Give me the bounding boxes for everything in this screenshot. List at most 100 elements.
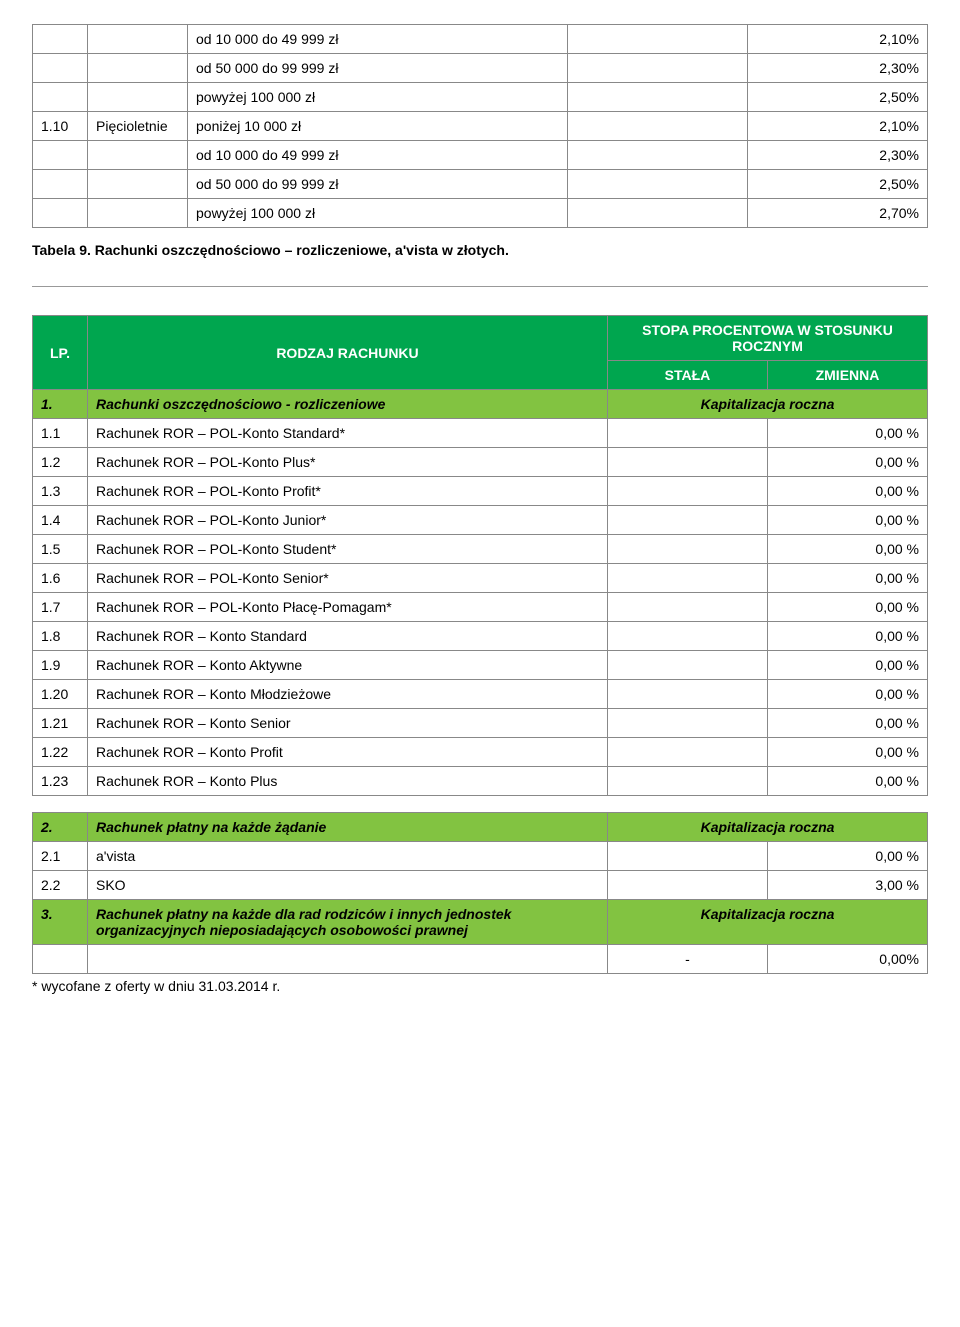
top-cell: powyżej 100 000 zł bbox=[188, 199, 568, 228]
row-label: Rachunek ROR – Konto Profit bbox=[88, 738, 608, 767]
row-value: 0,00 % bbox=[767, 535, 927, 564]
row-label: Rachunek ROR – POL-Konto Standard* bbox=[88, 419, 608, 448]
section-3-num: 3. bbox=[33, 900, 88, 945]
top-cell: od 10 000 do 49 999 zł bbox=[188, 25, 568, 54]
row-label: Rachunek ROR – POL-Konto Plus* bbox=[88, 448, 608, 477]
row-value: 0,00 % bbox=[767, 419, 927, 448]
row-value: 0,00 % bbox=[767, 506, 927, 535]
row-label: Rachunek ROR – Konto Senior bbox=[88, 709, 608, 738]
row-empty bbox=[607, 680, 767, 709]
row-label: Rachunek ROR – POL-Konto Profit* bbox=[88, 477, 608, 506]
row-empty bbox=[607, 871, 767, 900]
top-cell bbox=[568, 54, 748, 83]
empty-cell bbox=[33, 945, 88, 974]
footnote: * wycofane z oferty w dniu 31.03.2014 r. bbox=[32, 978, 928, 994]
row-num: 1.21 bbox=[33, 709, 88, 738]
row-label: Rachunek ROR – POL-Konto Senior* bbox=[88, 564, 608, 593]
row-num: 1.8 bbox=[33, 622, 88, 651]
main-table: LP. RODZAJ RACHUNKU STOPA PROCENTOWA W S… bbox=[32, 315, 928, 796]
section-2-title: Rachunek płatny na każde żądanie bbox=[88, 813, 608, 842]
row-value: 0,00 % bbox=[767, 680, 927, 709]
separator bbox=[32, 286, 928, 287]
top-cell bbox=[33, 170, 88, 199]
row-empty bbox=[607, 767, 767, 796]
section-3-val: 0,00% bbox=[767, 945, 927, 974]
top-cell bbox=[33, 54, 88, 83]
row-label: Rachunek ROR – Konto Młodzieżowe bbox=[88, 680, 608, 709]
row-num: 1.22 bbox=[33, 738, 88, 767]
row-empty bbox=[607, 593, 767, 622]
top-cell bbox=[33, 199, 88, 228]
row-value: 0,00 % bbox=[767, 564, 927, 593]
top-cell bbox=[88, 199, 188, 228]
row-num: 1.5 bbox=[33, 535, 88, 564]
top-cell: powyżej 100 000 zł bbox=[188, 83, 568, 112]
section-2-num: 2. bbox=[33, 813, 88, 842]
top-cell: 2,10% bbox=[748, 25, 928, 54]
row-label: Rachunek ROR – POL-Konto Student* bbox=[88, 535, 608, 564]
top-cell: 2,50% bbox=[748, 170, 928, 199]
top-cell: od 50 000 do 99 999 zł bbox=[188, 170, 568, 199]
section-2-table: 2. Rachunek płatny na każde żądanie Kapi… bbox=[32, 812, 928, 974]
section-3-title: Rachunek płatny na każde dla rad rodzicó… bbox=[88, 900, 608, 945]
row-label: a'vista bbox=[88, 842, 608, 871]
row-num: 1.9 bbox=[33, 651, 88, 680]
top-cell bbox=[568, 141, 748, 170]
section-2-sub: Kapitalizacja roczna bbox=[607, 813, 927, 842]
row-label: Rachunek ROR – Konto Standard bbox=[88, 622, 608, 651]
row-empty bbox=[607, 477, 767, 506]
row-empty bbox=[607, 842, 767, 871]
top-cell bbox=[568, 170, 748, 199]
top-cell bbox=[88, 141, 188, 170]
row-value: 0,00 % bbox=[767, 622, 927, 651]
top-table: od 10 000 do 49 999 zł 2,10% od 50 000 do … bbox=[32, 24, 928, 228]
row-value: 0,00 % bbox=[767, 842, 927, 871]
top-cell: 2,30% bbox=[748, 141, 928, 170]
header-zmienna: ZMIENNA bbox=[767, 361, 927, 390]
top-cell bbox=[88, 25, 188, 54]
row-empty bbox=[607, 419, 767, 448]
row-num: 1.4 bbox=[33, 506, 88, 535]
row-num: 2.1 bbox=[33, 842, 88, 871]
header-stopa: STOPA PROCENTOWA W STOSUNKU ROCZNYM bbox=[607, 316, 927, 361]
top-cell bbox=[33, 25, 88, 54]
row-label: Rachunek ROR – Konto Aktywne bbox=[88, 651, 608, 680]
top-cell bbox=[88, 54, 188, 83]
row-num: 2.2 bbox=[33, 871, 88, 900]
top-cell bbox=[568, 83, 748, 112]
top-cell: 2,70% bbox=[748, 199, 928, 228]
row-num: 1.1 bbox=[33, 419, 88, 448]
row-empty bbox=[607, 738, 767, 767]
header-stala: STAŁA bbox=[607, 361, 767, 390]
row-num: 1.6 bbox=[33, 564, 88, 593]
row-num: 1.20 bbox=[33, 680, 88, 709]
row-value: 0,00 % bbox=[767, 477, 927, 506]
table-9-caption: Tabela 9. Rachunki oszczędnościowo – roz… bbox=[32, 242, 928, 258]
section-3-sub: Kapitalizacja roczna bbox=[607, 900, 927, 945]
row-empty bbox=[607, 535, 767, 564]
top-cell: 2,10% bbox=[748, 112, 928, 141]
top-cell bbox=[33, 83, 88, 112]
row-value: 0,00 % bbox=[767, 738, 927, 767]
row-label: Rachunek ROR – POL-Konto Płacę-Pomagam* bbox=[88, 593, 608, 622]
row-num: 1.7 bbox=[33, 593, 88, 622]
section-1-sub: Kapitalizacja roczna bbox=[607, 390, 927, 419]
header-lp: LP. bbox=[33, 316, 88, 390]
row-empty bbox=[607, 564, 767, 593]
top-cell bbox=[88, 170, 188, 199]
top-cell: poniżej 10 000 zł bbox=[188, 112, 568, 141]
row-value: 0,00 % bbox=[767, 448, 927, 477]
top-cell bbox=[568, 25, 748, 54]
section-1-title: Rachunki oszczędnościowo - rozliczeniowe bbox=[88, 390, 608, 419]
row-empty bbox=[607, 622, 767, 651]
top-cell bbox=[88, 83, 188, 112]
row-value: 0,00 % bbox=[767, 709, 927, 738]
top-cell: 1.10 bbox=[33, 112, 88, 141]
row-value: 0,00 % bbox=[767, 767, 927, 796]
section-3-dash: - bbox=[607, 945, 767, 974]
top-cell bbox=[568, 199, 748, 228]
row-num: 1.2 bbox=[33, 448, 88, 477]
top-cell: Pięcioletnie bbox=[88, 112, 188, 141]
top-cell bbox=[33, 141, 88, 170]
row-value: 3,00 % bbox=[767, 871, 927, 900]
